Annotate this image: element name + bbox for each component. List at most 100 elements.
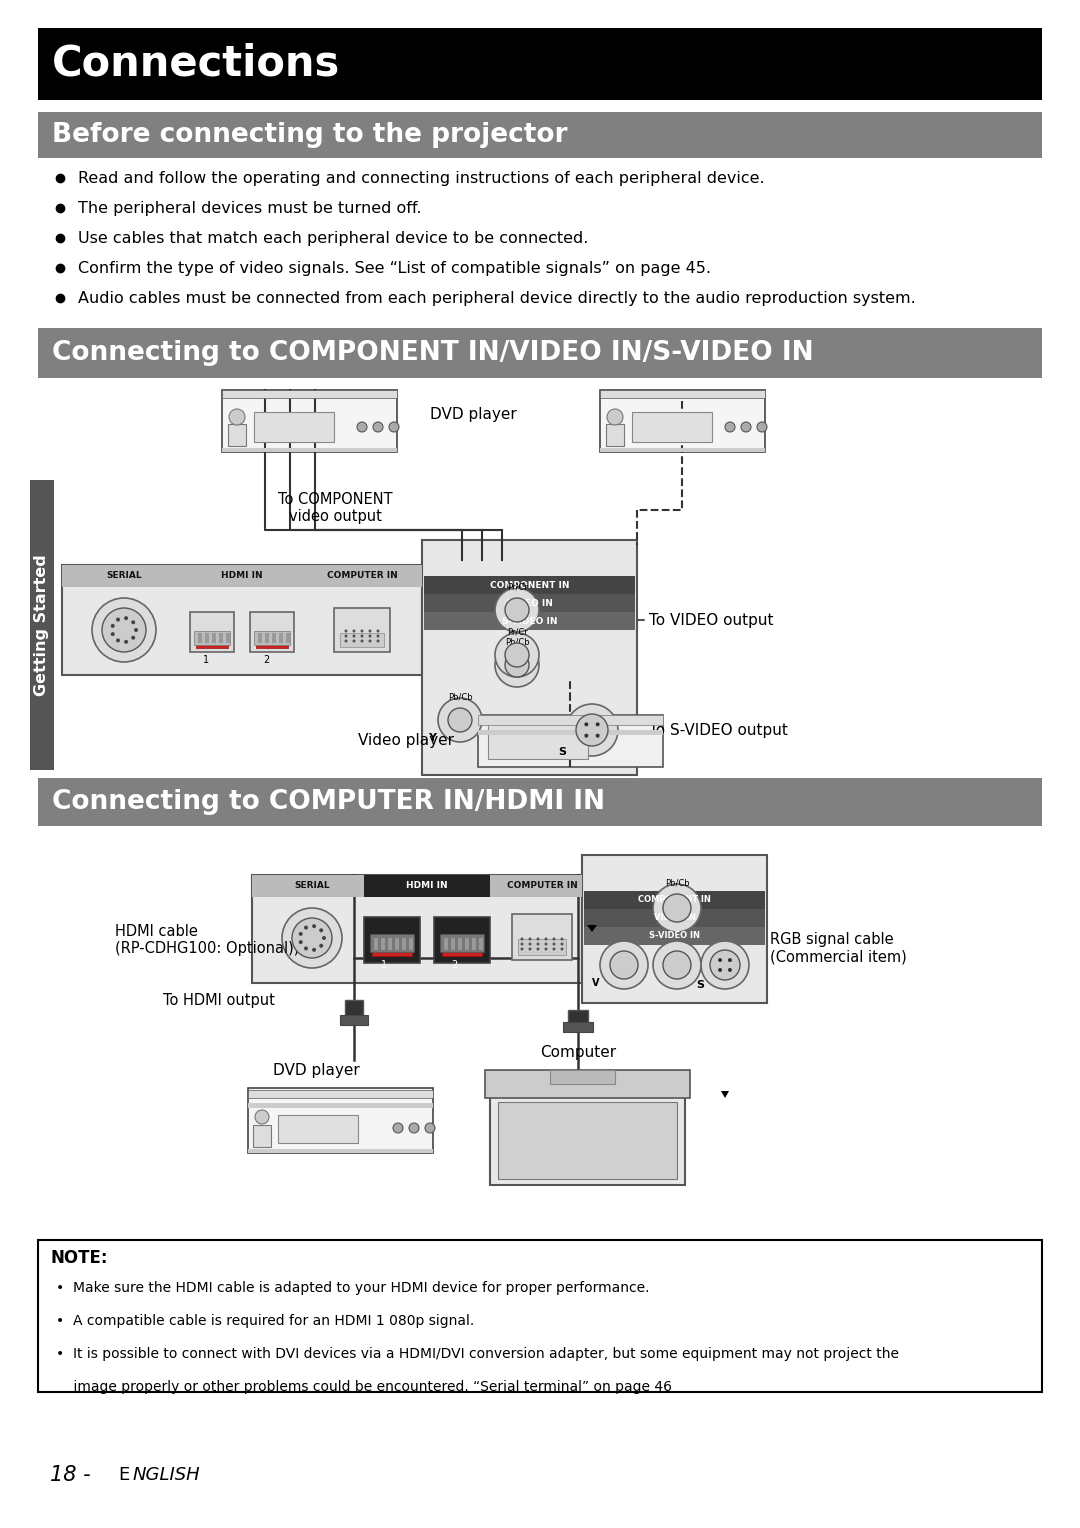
Text: S-VIDEO IN: S-VIDEO IN (649, 932, 700, 941)
Bar (345, 999, 363, 1021)
Text: NOTE:: NOTE: (50, 1248, 108, 1267)
Circle shape (345, 634, 348, 637)
Circle shape (561, 943, 564, 946)
Bar (252, 876, 582, 897)
Text: Connections: Connections (52, 43, 340, 86)
Bar (424, 613, 635, 630)
Text: Pb/Cb: Pb/Cb (664, 879, 689, 888)
Text: image properly or other problems could be encountered. “Serial terminal” on page: image properly or other problems could b… (56, 1380, 672, 1394)
Bar (584, 927, 765, 944)
Circle shape (495, 588, 539, 633)
Bar (38, 28, 1042, 99)
Bar (424, 594, 635, 613)
Text: HDMI cable
(RP-CDHG100: Optional)): HDMI cable (RP-CDHG100: Optional)) (114, 924, 299, 957)
Bar (600, 448, 765, 452)
Circle shape (322, 937, 326, 940)
Circle shape (320, 944, 323, 947)
Bar (254, 631, 291, 645)
Circle shape (701, 941, 750, 989)
Bar (62, 565, 422, 675)
Circle shape (718, 958, 723, 963)
Circle shape (124, 640, 129, 643)
Circle shape (521, 943, 524, 946)
Circle shape (377, 630, 379, 633)
Text: DVD player: DVD player (430, 408, 516, 423)
Bar (632, 413, 712, 442)
Bar (440, 934, 484, 952)
Circle shape (544, 943, 548, 946)
Circle shape (368, 640, 372, 642)
Bar (226, 633, 230, 643)
Bar (374, 938, 378, 950)
Circle shape (553, 943, 555, 946)
Bar (340, 1015, 368, 1025)
Bar (222, 390, 397, 452)
Bar (512, 914, 572, 960)
Circle shape (537, 947, 540, 950)
Circle shape (607, 410, 623, 425)
Bar (212, 633, 216, 643)
Circle shape (553, 938, 555, 941)
Bar (194, 631, 230, 645)
Circle shape (495, 643, 539, 688)
Bar (600, 390, 765, 452)
Circle shape (561, 938, 564, 941)
Bar (550, 1070, 615, 1083)
Circle shape (521, 938, 524, 941)
Bar (478, 715, 663, 724)
Bar (256, 640, 288, 648)
Circle shape (131, 620, 135, 625)
Circle shape (352, 634, 355, 637)
Text: Getting Started: Getting Started (35, 555, 50, 695)
Circle shape (596, 723, 599, 726)
Circle shape (505, 652, 529, 677)
Circle shape (505, 597, 529, 622)
Circle shape (377, 634, 379, 637)
Bar (340, 633, 384, 646)
Bar (254, 413, 334, 442)
Text: Before connecting to the projector: Before connecting to the projector (52, 122, 567, 148)
Bar (563, 1022, 593, 1031)
Text: To VIDEO output: To VIDEO output (649, 613, 773, 628)
Bar (205, 633, 210, 643)
Circle shape (537, 938, 540, 941)
Circle shape (438, 698, 482, 743)
Bar (334, 608, 390, 652)
Text: Computer: Computer (540, 1045, 616, 1059)
Circle shape (576, 714, 608, 746)
Circle shape (111, 623, 114, 628)
Bar (485, 1070, 690, 1099)
Bar (253, 1125, 271, 1148)
Circle shape (725, 422, 735, 432)
Bar (424, 576, 635, 594)
Text: The peripheral devices must be turned off.: The peripheral devices must be turned of… (78, 200, 421, 215)
Bar (62, 565, 422, 587)
Polygon shape (721, 1091, 729, 1099)
Bar (409, 938, 413, 950)
Circle shape (718, 967, 723, 972)
Text: To COMPONENT
video output: To COMPONENT video output (278, 492, 392, 524)
Text: Y: Y (428, 733, 436, 743)
Circle shape (368, 634, 372, 637)
Bar (252, 876, 582, 983)
Circle shape (663, 894, 691, 921)
Circle shape (299, 940, 302, 944)
Circle shape (561, 947, 564, 950)
Bar (458, 938, 462, 950)
Text: Read and follow the operating and connecting instructions of each peripheral dev: Read and follow the operating and connec… (78, 171, 765, 185)
Bar (478, 715, 663, 767)
Circle shape (361, 630, 364, 633)
Text: SERIAL: SERIAL (106, 571, 141, 581)
Text: Pr/Cr: Pr/Cr (507, 582, 527, 591)
Bar (582, 856, 767, 1002)
Circle shape (448, 707, 472, 732)
Circle shape (544, 947, 548, 950)
Bar (272, 633, 276, 643)
Circle shape (710, 950, 740, 979)
Bar (279, 633, 283, 643)
Text: COMPUTER IN: COMPUTER IN (507, 882, 578, 891)
Circle shape (537, 943, 540, 946)
Bar (364, 917, 420, 963)
Bar (249, 613, 294, 652)
Circle shape (299, 932, 302, 935)
